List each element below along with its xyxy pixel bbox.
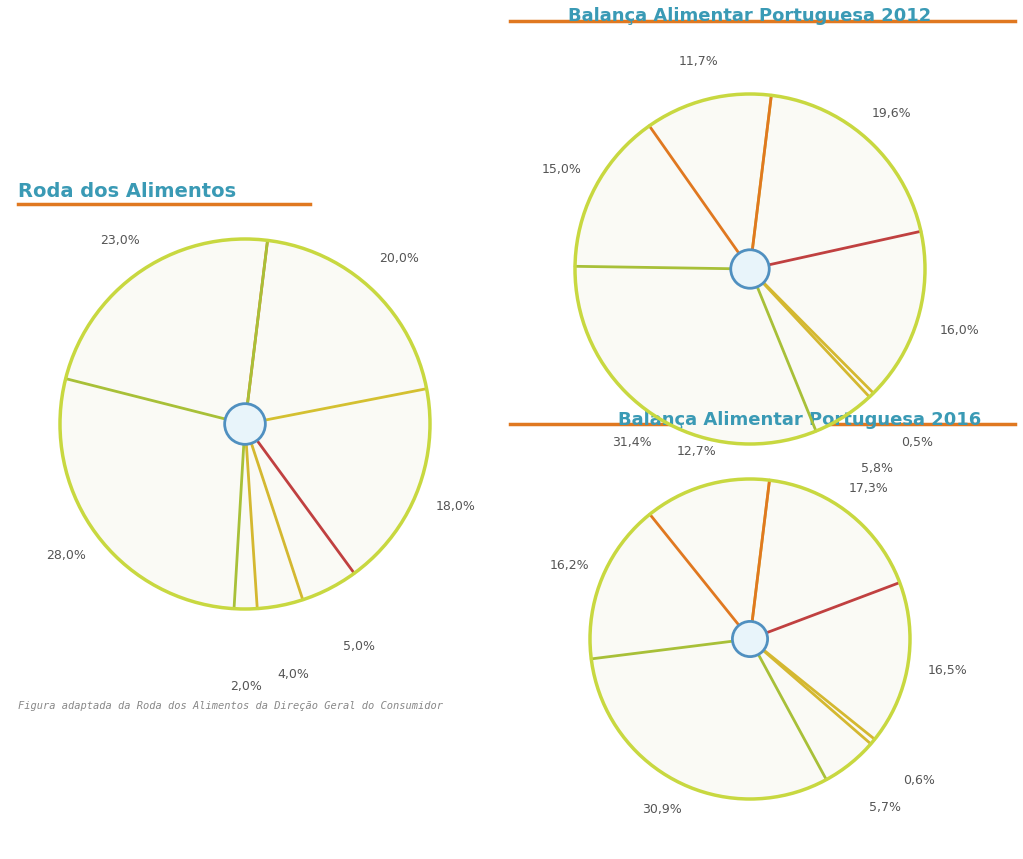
Text: 11,7%: 11,7% [678, 55, 718, 69]
Text: Roda dos Alimentos: Roda dos Alimentos [18, 182, 236, 201]
Text: 31,4%: 31,4% [612, 436, 652, 449]
Text: 5,0%: 5,0% [343, 640, 375, 653]
Wedge shape [244, 241, 427, 424]
Text: 5,8%: 5,8% [861, 461, 893, 474]
Text: 16,2%: 16,2% [549, 559, 589, 572]
Text: 16,5%: 16,5% [928, 664, 968, 677]
Wedge shape [65, 239, 268, 424]
Text: 5,7%: 5,7% [870, 801, 901, 814]
Wedge shape [244, 424, 354, 600]
Wedge shape [650, 479, 769, 639]
Wedge shape [244, 389, 430, 573]
Wedge shape [750, 639, 871, 780]
Wedge shape [750, 269, 870, 431]
Wedge shape [750, 639, 875, 744]
Text: 19,6%: 19,6% [872, 107, 911, 120]
Text: 17,3%: 17,3% [849, 482, 889, 495]
Text: Figura adaptada da Roda dos Alimentos da Direção Geral do Consumidor: Figura adaptada da Roda dos Alimentos da… [18, 701, 443, 711]
Circle shape [575, 94, 925, 444]
Wedge shape [650, 94, 771, 269]
Text: 0,6%: 0,6% [903, 774, 935, 787]
Circle shape [732, 621, 767, 656]
Wedge shape [575, 126, 750, 269]
Wedge shape [244, 424, 303, 608]
Text: 16,0%: 16,0% [940, 324, 980, 337]
Circle shape [60, 239, 430, 609]
Wedge shape [750, 231, 925, 393]
Text: 30,9%: 30,9% [642, 803, 682, 816]
Text: Balança Alimentar Portuguesa 2016: Balança Alimentar Portuguesa 2016 [618, 411, 981, 429]
Wedge shape [60, 379, 244, 609]
Wedge shape [590, 515, 750, 659]
Text: 15,0%: 15,0% [541, 162, 581, 175]
Circle shape [590, 479, 910, 799]
Text: 28,0%: 28,0% [46, 549, 86, 562]
Text: 12,7%: 12,7% [676, 445, 716, 458]
Circle shape [225, 404, 265, 444]
Wedge shape [750, 582, 910, 740]
Wedge shape [750, 95, 921, 269]
Text: 4,0%: 4,0% [278, 668, 310, 681]
Wedge shape [750, 480, 899, 639]
Text: 18,0%: 18,0% [435, 500, 475, 513]
Text: 0,5%: 0,5% [901, 436, 934, 449]
Circle shape [730, 250, 769, 289]
Text: 23,0%: 23,0% [99, 235, 139, 247]
Text: 2,0%: 2,0% [230, 680, 262, 693]
Text: 20,0%: 20,0% [379, 253, 418, 265]
Wedge shape [234, 424, 257, 609]
Wedge shape [591, 639, 827, 799]
Text: Balança Alimentar Portuguesa 2012: Balança Alimentar Portuguesa 2012 [569, 7, 932, 25]
Wedge shape [575, 266, 816, 444]
Wedge shape [750, 269, 874, 397]
